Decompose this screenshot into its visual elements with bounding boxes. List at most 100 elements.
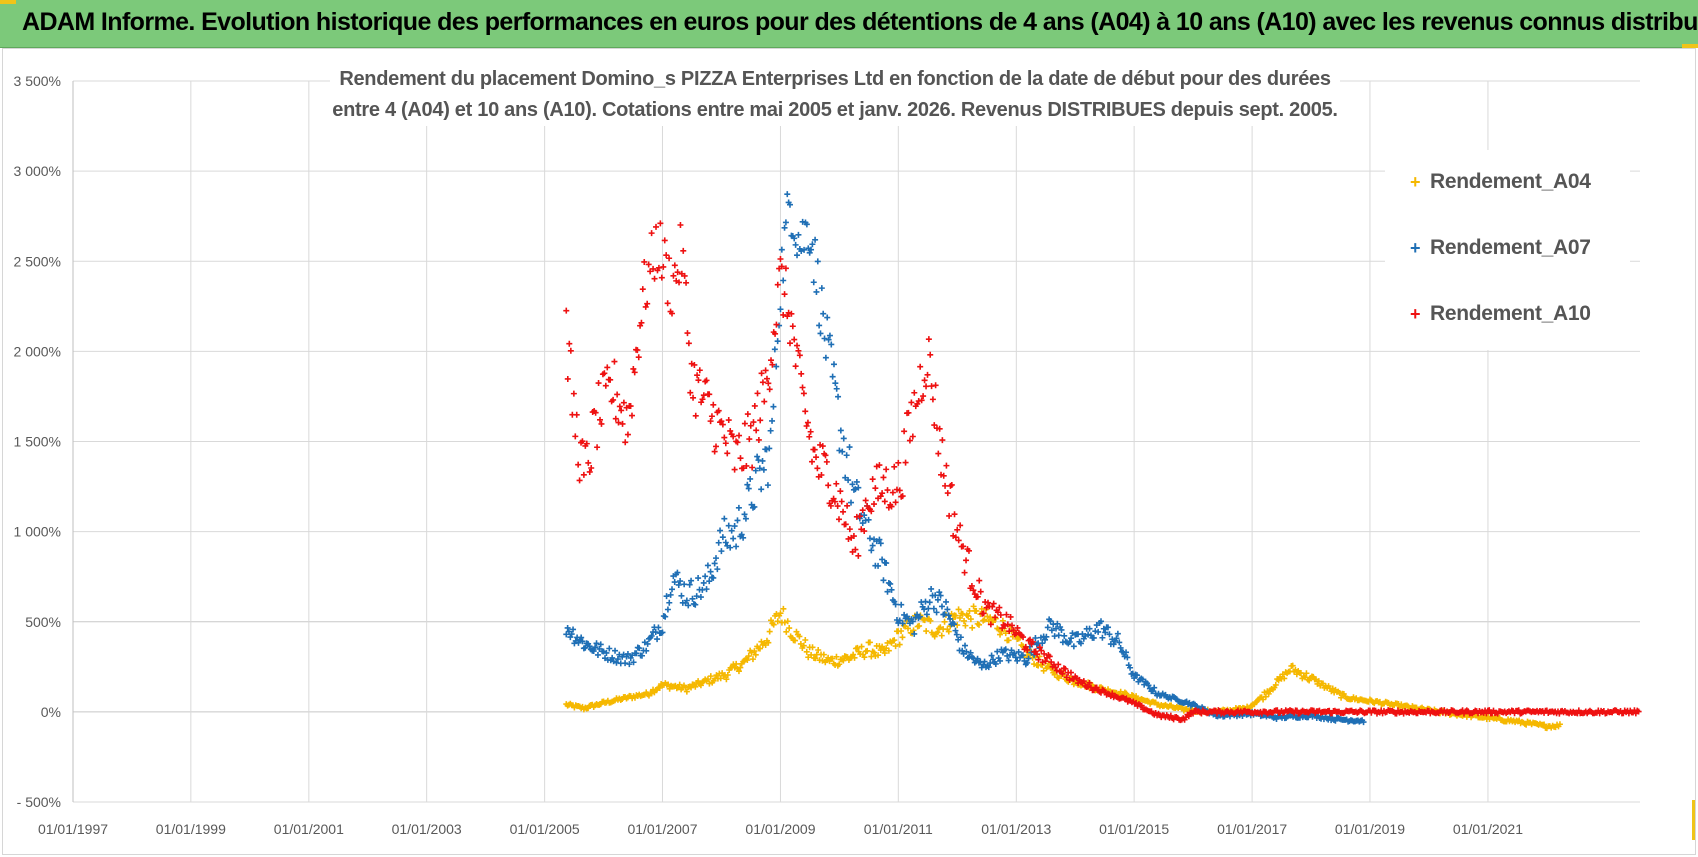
data-point-marker xyxy=(693,593,700,600)
data-point-marker xyxy=(833,385,840,392)
data-point-marker xyxy=(711,560,718,567)
series-rendement_a07 xyxy=(563,191,1367,726)
data-point-marker xyxy=(929,396,936,403)
data-point-marker xyxy=(803,648,810,655)
data-point-marker xyxy=(586,643,593,650)
data-point-marker xyxy=(927,617,934,624)
data-point-marker xyxy=(684,330,691,337)
data-point-marker xyxy=(680,247,687,254)
data-point-marker xyxy=(876,462,883,469)
data-point-marker xyxy=(782,265,789,272)
data-point-marker xyxy=(792,637,799,644)
data-point-marker xyxy=(911,389,918,396)
data-point-marker xyxy=(954,526,961,533)
data-point-marker xyxy=(881,498,888,505)
data-point-marker xyxy=(953,631,960,638)
data-point-marker xyxy=(891,463,898,470)
data-point-marker xyxy=(752,651,759,658)
data-point-marker xyxy=(744,657,751,664)
data-point-marker xyxy=(759,457,766,464)
data-point-marker xyxy=(769,417,776,424)
data-point-marker xyxy=(719,421,726,428)
data-point-marker xyxy=(824,314,831,321)
data-point-marker xyxy=(1095,628,1102,635)
data-point-marker xyxy=(731,523,738,530)
data-point-marker xyxy=(840,508,847,515)
data-point-marker xyxy=(730,433,737,440)
data-point-marker xyxy=(836,447,843,454)
data-point-marker xyxy=(1635,708,1642,715)
data-point-marker xyxy=(770,403,777,410)
data-point-marker xyxy=(938,603,945,610)
data-point-marker xyxy=(586,468,593,475)
data-point-marker xyxy=(1113,635,1120,642)
data-point-marker xyxy=(1393,710,1400,717)
data-point-marker xyxy=(606,645,613,652)
data-point-marker xyxy=(631,369,638,376)
data-point-marker xyxy=(597,641,604,648)
data-point-marker xyxy=(845,477,852,484)
data-point-marker xyxy=(733,660,740,667)
data-point-marker xyxy=(862,497,869,504)
data-point-marker xyxy=(820,310,827,317)
data-point-marker xyxy=(704,562,711,569)
data-point-marker xyxy=(1541,721,1548,728)
data-point-marker xyxy=(567,347,574,354)
data-point-marker xyxy=(796,352,803,359)
data-point-marker xyxy=(611,358,618,365)
data-point-marker xyxy=(786,625,793,632)
data-point-marker xyxy=(842,521,849,528)
data-point-marker xyxy=(722,440,729,447)
data-point-marker xyxy=(877,493,884,500)
data-point-marker xyxy=(683,279,690,286)
data-point-marker xyxy=(1116,639,1123,646)
data-point-marker xyxy=(648,632,655,639)
data-point-marker xyxy=(844,502,851,509)
data-point-marker xyxy=(791,235,798,242)
data-point-marker xyxy=(750,419,757,426)
data-point-marker xyxy=(718,418,725,425)
data-point-marker xyxy=(597,416,604,423)
data-point-marker xyxy=(795,231,802,238)
data-point-marker xyxy=(712,555,719,562)
data-point-marker xyxy=(612,415,619,422)
data-point-marker xyxy=(1024,659,1031,666)
data-point-marker xyxy=(924,371,931,378)
data-point-marker xyxy=(778,263,785,270)
data-point-marker xyxy=(792,241,799,248)
legend-label-a10: Rendement_A10 xyxy=(1430,302,1591,325)
data-point-marker xyxy=(884,588,891,595)
data-point-marker xyxy=(994,609,1001,616)
data-point-marker xyxy=(822,452,829,459)
data-point-marker xyxy=(812,236,819,243)
data-point-marker xyxy=(566,340,573,347)
data-point-marker xyxy=(989,603,996,610)
data-point-marker xyxy=(889,489,896,496)
data-point-marker xyxy=(774,281,781,288)
data-point-marker xyxy=(604,364,611,371)
data-point-marker xyxy=(952,612,959,619)
data-point-marker xyxy=(895,459,902,466)
data-point-marker xyxy=(634,347,641,354)
data-point-marker xyxy=(636,645,643,652)
data-point-marker xyxy=(655,624,662,631)
data-point-marker xyxy=(609,654,616,661)
data-point-marker xyxy=(695,377,702,384)
legend-item-a04: + Rendement_A04 xyxy=(1410,170,1591,200)
data-point-marker xyxy=(827,502,834,509)
data-point-marker xyxy=(935,450,942,457)
data-point-marker xyxy=(872,485,879,492)
data-point-marker xyxy=(934,596,941,603)
data-point-marker xyxy=(654,636,661,643)
data-point-marker xyxy=(789,323,796,330)
data-point-marker xyxy=(1002,646,1009,653)
data-point-marker xyxy=(831,498,838,505)
data-point-marker xyxy=(730,535,737,542)
data-point-marker xyxy=(835,393,842,400)
data-point-marker xyxy=(685,340,692,347)
data-point-marker xyxy=(902,459,909,466)
data-point-marker xyxy=(768,617,775,624)
data-point-marker xyxy=(663,593,670,600)
data-point-marker xyxy=(760,466,767,473)
data-point-marker xyxy=(758,370,765,377)
